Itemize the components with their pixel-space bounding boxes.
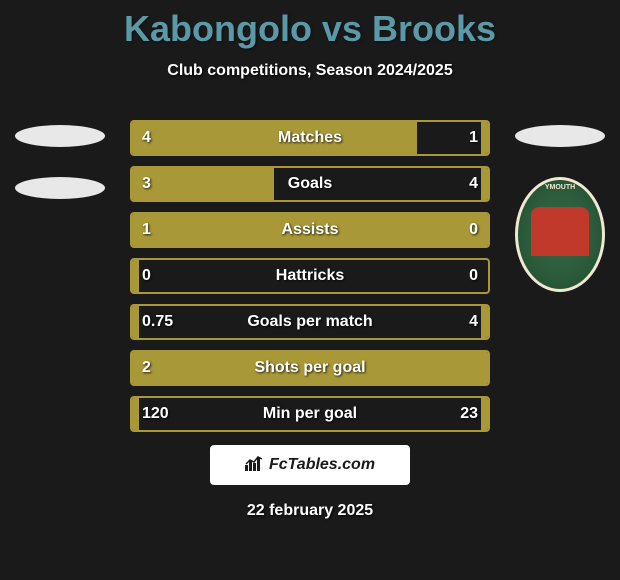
stat-bar-right (481, 122, 488, 154)
stat-value-left: 1 (142, 221, 151, 239)
stat-label: Goals per match (247, 313, 372, 331)
chart-icon (245, 455, 265, 476)
stat-label: Hattricks (276, 267, 344, 285)
stat-label: Shots per goal (254, 359, 365, 377)
stat-label: Assists (282, 221, 339, 239)
comparison-subtitle: Club competitions, Season 2024/2025 (0, 62, 620, 80)
footer-date: 22 february 2025 (247, 502, 373, 520)
stat-bar-left (132, 306, 139, 338)
stat-value-right: 4 (469, 175, 478, 193)
stat-bar-left (132, 122, 417, 154)
stat-row: 120 23 Min per goal (130, 396, 490, 432)
stat-bar-right (481, 398, 488, 430)
comparison-title: Kabongolo vs Brooks (0, 0, 620, 50)
stat-value-right: 1 (469, 129, 478, 147)
stat-bar-left (132, 260, 139, 292)
stat-row: 1 0 Assists (130, 212, 490, 248)
stat-bar-right (481, 168, 488, 200)
stat-value-left: 120 (142, 405, 169, 423)
stats-container: 4 1 Matches 3 4 Goals 1 0 Assists 0 0 Hattricks 0.75… (130, 120, 490, 442)
stat-value-left: 0.75 (142, 313, 173, 331)
stat-label: Goals (288, 175, 332, 193)
stat-row: 2 Shots per goal (130, 350, 490, 386)
stat-bar-left (132, 168, 274, 200)
player-right-avatar-placeholder (515, 125, 605, 147)
stat-bar-right (481, 306, 488, 338)
badge-text: YMOUTH (518, 184, 602, 191)
stat-row: 3 4 Goals (130, 166, 490, 202)
stat-value-left: 3 (142, 175, 151, 193)
stat-row: 4 1 Matches (130, 120, 490, 156)
stat-value-right: 4 (469, 313, 478, 331)
badge-ship-icon (531, 207, 590, 256)
footer-logo: FcTables.com (210, 445, 410, 485)
stat-value-right: 0 (469, 267, 478, 285)
stat-row: 0 0 Hattricks (130, 258, 490, 294)
player-left-avatar-group (15, 125, 105, 229)
stat-label: Matches (278, 129, 342, 147)
footer-logo-text: FcTables.com (269, 456, 375, 474)
player-left-avatar-placeholder-2 (15, 177, 105, 199)
player-left-avatar-placeholder-1 (15, 125, 105, 147)
stat-value-left: 2 (142, 359, 151, 377)
player-right-avatar-group: YMOUTH (515, 125, 605, 292)
stat-value-left: 4 (142, 129, 151, 147)
stat-row: 0.75 4 Goals per match (130, 304, 490, 340)
stat-label: Min per goal (263, 405, 357, 423)
stat-value-right: 0 (469, 221, 478, 239)
player-right-club-badge: YMOUTH (515, 177, 605, 292)
stat-value-right: 23 (460, 405, 478, 423)
stat-value-left: 0 (142, 267, 151, 285)
stat-bar-left (132, 398, 139, 430)
